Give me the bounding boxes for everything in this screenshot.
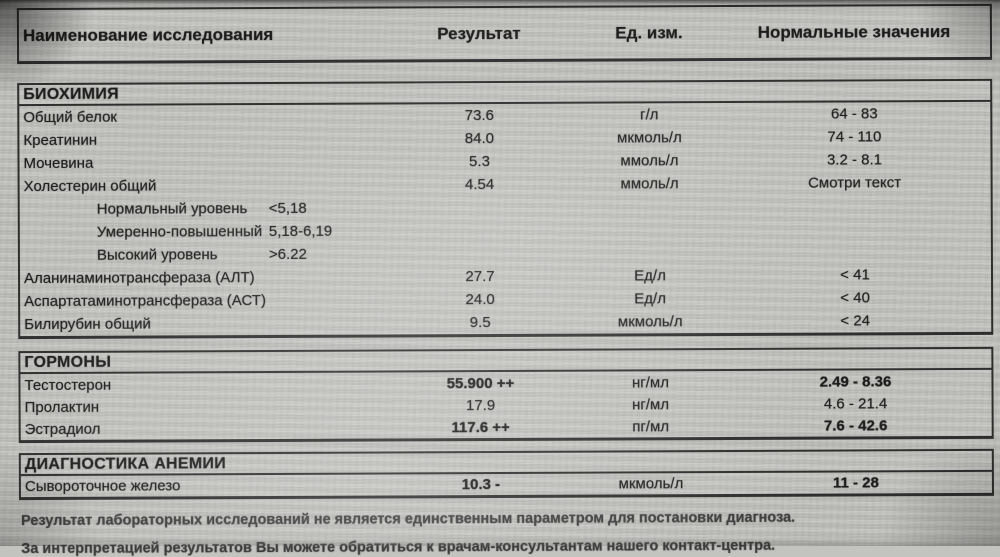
section-biochemistry: БИОХИМИЯ Общий белок 73.6 г/л 64 - 83 Кр…	[17, 78, 994, 340]
test-norm: Смотри текст	[808, 174, 902, 192]
table-row: Сывороточное железо 10.3 - мкмоль/л 11 -…	[21, 472, 992, 497]
test-unit: нг/мл	[631, 373, 670, 391]
test-unit: пг/мл	[632, 417, 670, 435]
test-result: 55.900 ++	[446, 374, 515, 392]
level-label: Умеренно-повышенный	[96, 223, 263, 241]
test-name: Холестерин общий	[23, 177, 157, 196]
level-label: Высокий уровень	[96, 246, 218, 264]
test-name: Аланинаминотрансфераза (АЛТ)	[23, 269, 255, 288]
test-result: 24.0	[465, 291, 495, 309]
test-unit: нг/мл	[632, 395, 670, 413]
test-norm: 64 - 83	[830, 105, 878, 123]
test-name: Мочевина	[23, 154, 94, 173]
level-label: Нормальный уровень	[96, 200, 248, 218]
test-norm: 4.6 - 21.4	[823, 394, 888, 413]
test-result: 17.9	[465, 396, 496, 414]
section-anemia-diagnostics: ДИАГНОСТИКА АНЕМИИ Сывороточное железо 1…	[18, 448, 994, 501]
test-unit: Ед/л	[634, 267, 666, 285]
table-row: Билирубин общий 9.5 мкмоль/л < 24	[20, 309, 991, 336]
test-norm: 2.49 - 8.36	[819, 372, 892, 391]
test-result: 10.3 -	[461, 476, 501, 494]
test-name: Креатинин	[23, 131, 98, 150]
table-row: Эстрадиол 117.6 ++ пг/мл 7.6 - 42.6	[21, 414, 992, 440]
test-result: 4.54	[464, 176, 495, 194]
test-norm: < 24	[840, 312, 871, 330]
test-unit: ммоль/л	[620, 175, 679, 193]
test-unit: Ед/л	[634, 290, 666, 308]
level-value: <5,18	[268, 199, 307, 218]
test-name: Тестостерон	[24, 376, 112, 394]
test-name: Билирубин общий	[24, 315, 151, 334]
test-unit: мкмоль/л	[617, 129, 682, 147]
test-unit: г/л	[640, 106, 659, 124]
footer-note-contact: За интерпретацией результатов Вы можете …	[21, 537, 776, 557]
test-unit: мкмоль/л	[617, 313, 683, 331]
table-header-row: Наименование исследования Результат Ед. …	[16, 3, 993, 65]
test-name: Эстрадиол	[24, 420, 101, 438]
test-norm: < 40	[840, 289, 870, 307]
test-result: 84.0	[464, 130, 495, 148]
column-header-units: Ед. изм.	[615, 22, 683, 42]
test-result: 73.6	[464, 107, 494, 125]
test-name: Аспартатаминотрансфераза (АСТ)	[24, 292, 266, 311]
test-norm: 74 - 110	[827, 128, 882, 146]
level-value: >6.22	[268, 245, 307, 264]
test-result: 5.3	[469, 153, 490, 171]
column-header-test-name: Наименование исследования	[22, 24, 274, 45]
test-norm: 3.2 - 8.1	[826, 151, 883, 169]
test-norm: 11 - 28	[832, 474, 879, 492]
test-name: Сывороточное железо	[24, 477, 181, 496]
test-name: Пролактин	[24, 398, 100, 416]
footer-notes: Результат лабораторных исследований не я…	[21, 509, 991, 557]
test-unit: мкмоль/л	[618, 475, 684, 493]
test-norm: 7.6 - 42.6	[823, 416, 888, 435]
test-norm: < 41	[840, 266, 870, 284]
test-unit: ммоль/л	[620, 152, 679, 170]
footer-note-disclaimer: Результат лабораторных исследований не я…	[21, 509, 796, 530]
test-result: 27.7	[465, 268, 495, 286]
column-header-normal-values: Нормальные значения	[757, 21, 951, 42]
test-name: Общий белок	[23, 108, 117, 127]
test-result: 117.6 ++	[451, 418, 510, 436]
section-hormones: ГОРМОНЫ Тестостерон 55.900 ++ нг/мл 2.49…	[18, 346, 994, 444]
test-result: 9.5	[469, 314, 491, 332]
column-header-result: Результат	[437, 23, 521, 43]
level-value: 5,18-6,19	[268, 222, 333, 241]
